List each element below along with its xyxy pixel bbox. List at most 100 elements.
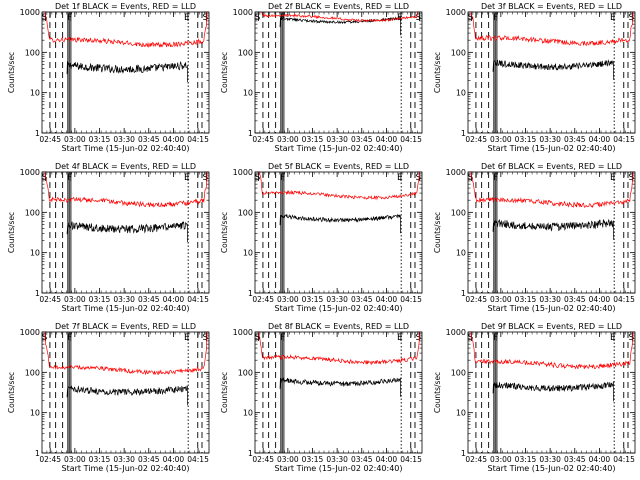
marker-label-E: E — [184, 13, 190, 23]
x-tick-label: 03:15 — [89, 295, 111, 304]
y-tick-label: 1 — [248, 129, 253, 138]
x-tick-label: 03:00 — [277, 455, 299, 464]
y-tick-label: 10 — [30, 409, 40, 418]
x-tick-label: 03:30 — [326, 455, 348, 464]
marker-label-S: S — [415, 173, 421, 183]
x-tick-label: 03:45 — [138, 455, 160, 464]
x-tick-label: 03:45 — [564, 135, 586, 144]
y-tick-label: 10 — [30, 89, 40, 98]
marker-label-S: S — [628, 173, 634, 183]
y-tick-label: 10 — [456, 409, 466, 418]
x-tick-label: 04:00 — [376, 135, 398, 144]
y-tick-label: 10 — [243, 249, 253, 258]
x-axis-label: Start Time (15-Jun-02 02:40:40) — [488, 144, 616, 153]
x-tick-label: 03:00 — [490, 455, 512, 464]
x-axis-label: Start Time (15-Jun-02 02:40:40) — [488, 304, 616, 313]
y-tick-label: 1000 — [233, 328, 253, 337]
marker-label-S: S — [42, 173, 48, 183]
x-tick-label: 03:15 — [302, 455, 324, 464]
x-tick-label: 04:00 — [376, 455, 398, 464]
x-axis-label: Start Time (15-Jun-02 02:40:40) — [275, 144, 403, 153]
x-tick-label: 03:30 — [326, 295, 348, 304]
marker-label-S: S — [415, 333, 421, 343]
x-tick-label: 03:15 — [515, 295, 537, 304]
x-tick-label: 02:45 — [252, 135, 274, 144]
x-tick-label: 02:45 — [252, 455, 274, 464]
x-tick-label: 03:30 — [113, 135, 135, 144]
marker-label-S: S — [468, 13, 474, 23]
series-lld-line — [44, 172, 208, 208]
x-tick-label: 02:45 — [465, 455, 487, 464]
series-events-line — [279, 377, 401, 397]
y-tick-label: 100 — [238, 368, 253, 377]
series-lld-line — [470, 172, 634, 209]
x-tick-label: 03:45 — [351, 295, 373, 304]
plot-frame — [41, 171, 210, 294]
x-tick-label: 02:45 — [252, 295, 274, 304]
marker-label-E: E — [397, 173, 403, 183]
detector-panel-4: Det 4f BLACK = Events, RED = LLD 1 10 100 10… — [7, 162, 210, 313]
y-tick-label: 1 — [35, 289, 40, 298]
x-tick-label: 04:15 — [400, 135, 422, 144]
x-tick-label: 03:15 — [515, 135, 537, 144]
marker-label-S: S — [468, 333, 474, 343]
marker-label-F: F — [280, 333, 285, 343]
x-tick-label: 04:15 — [187, 135, 209, 144]
x-tick-label: 03:30 — [113, 295, 135, 304]
y-axis-label: Counts/sec — [7, 372, 16, 413]
y-axis-label: Counts/sec — [220, 372, 229, 413]
y-axis-label: Counts/sec — [433, 52, 442, 93]
y-tick-label: 10 — [30, 249, 40, 258]
x-tick-label: 03:30 — [539, 295, 561, 304]
x-tick-label: 02:45 — [39, 295, 61, 304]
x-axis-label: Start Time (15-Jun-02 02:40:40) — [62, 144, 190, 153]
y-tick-label: 1000 — [446, 8, 466, 17]
x-tick-label: 04:00 — [376, 295, 398, 304]
x-tick-label: 04:15 — [613, 455, 635, 464]
marker-label-F: F — [280, 173, 285, 183]
x-axis-label: Start Time (15-Jun-02 02:40:40) — [62, 304, 190, 313]
plot-frame — [254, 171, 423, 294]
x-tick-label: 03:15 — [302, 135, 324, 144]
panel-title: Det 4f BLACK = Events, RED = LLD — [55, 162, 196, 171]
x-tick-label: 04:00 — [589, 455, 611, 464]
x-tick-label: 03:45 — [138, 135, 160, 144]
panel-title: Det 8f BLACK = Events, RED = LLD — [268, 322, 409, 331]
y-tick-label: 10 — [456, 249, 466, 258]
y-tick-label: 1 — [461, 449, 466, 458]
series-lld-line — [44, 332, 208, 376]
x-tick-label: 03:15 — [302, 295, 324, 304]
x-tick-label: 04:00 — [589, 135, 611, 144]
plot-frame — [467, 331, 636, 454]
plot-frame — [41, 11, 210, 134]
panel-title: Det 3f BLACK = Events, RED = LLD — [481, 2, 622, 11]
x-tick-label: 03:00 — [490, 135, 512, 144]
x-tick-label: 03:15 — [89, 135, 111, 144]
y-tick-label: 100 — [25, 368, 40, 377]
marker-label-F: F — [67, 173, 72, 183]
x-tick-label: 03:45 — [564, 295, 586, 304]
y-tick-label: 100 — [451, 48, 466, 57]
series-lld-line — [258, 172, 421, 201]
plot-frame — [254, 11, 423, 134]
marker-label-F: F — [493, 333, 498, 343]
y-tick-label: 1 — [248, 289, 253, 298]
y-tick-label: 1 — [461, 289, 466, 298]
series-events-line — [66, 221, 188, 243]
x-tick-label: 02:45 — [39, 135, 61, 144]
x-tick-label: 03:30 — [113, 455, 135, 464]
panel-title: Det 2f BLACK = Events, RED = LLD — [268, 2, 409, 11]
y-tick-label: 1000 — [20, 168, 40, 177]
marker-label-E: E — [610, 13, 616, 23]
marker-label-E: E — [397, 333, 403, 343]
y-tick-label: 10 — [243, 89, 253, 98]
y-tick-label: 1000 — [20, 328, 40, 337]
y-axis-label: Counts/sec — [220, 52, 229, 93]
x-axis-label: Start Time (15-Jun-02 02:40:40) — [275, 304, 403, 313]
x-axis-label: Start Time (15-Jun-02 02:40:40) — [488, 464, 616, 473]
plot-frame — [254, 331, 423, 454]
marker-label-F: F — [493, 13, 498, 23]
y-axis-label: Counts/sec — [7, 212, 16, 253]
x-tick-label: 03:00 — [277, 295, 299, 304]
